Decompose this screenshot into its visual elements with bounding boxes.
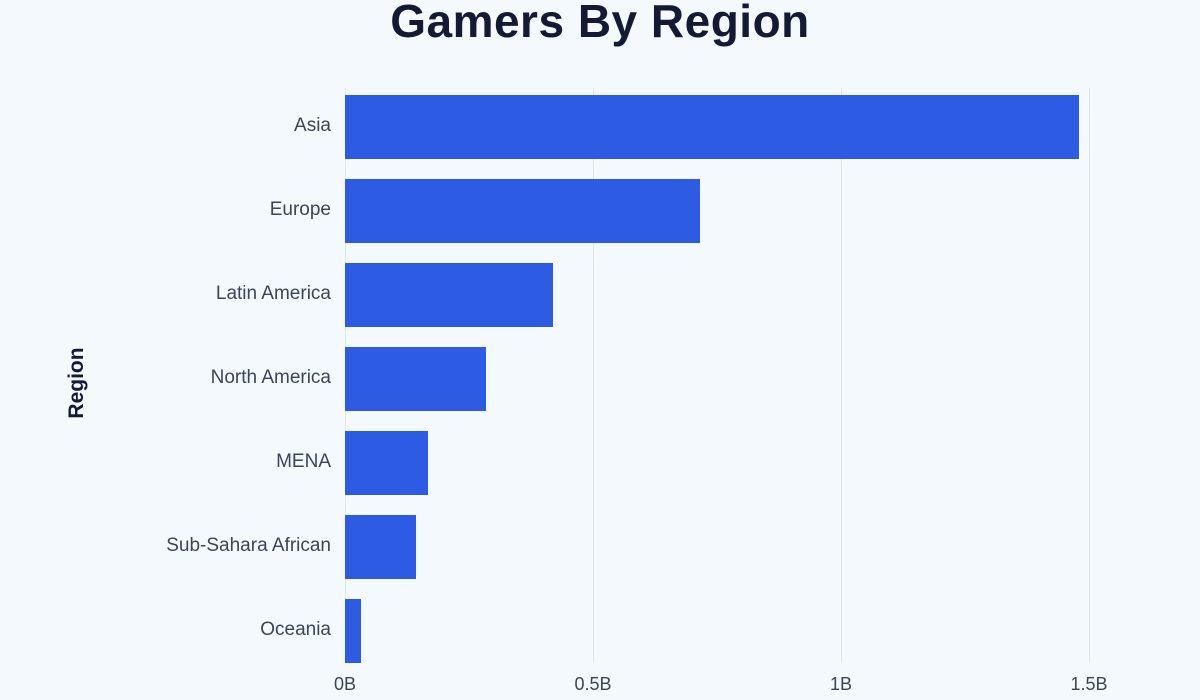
gridline-1.5 [1089, 88, 1090, 662]
bar [345, 263, 554, 327]
bar [345, 431, 428, 495]
category-label: Asia [294, 115, 331, 136]
x-tick-0.5: 0.5B [574, 674, 612, 694]
category-label: Sub-Sahara African [166, 535, 331, 556]
category-label: MENA [276, 451, 331, 472]
x-tick-1.5: 1.5B [1070, 674, 1108, 694]
category-label: Europe [269, 199, 331, 220]
gridline-0.5 [593, 88, 594, 662]
bar [345, 95, 1080, 159]
bar [345, 347, 486, 411]
bar [345, 599, 361, 663]
gridline-1 [841, 88, 842, 662]
plot-area [345, 88, 1090, 663]
category-label: North America [210, 367, 331, 388]
x-tick-1: 1B [829, 674, 853, 694]
x-tick-0: 0B [333, 674, 357, 694]
bar [345, 179, 701, 243]
category-label: Latin America [215, 283, 331, 304]
category-label: Oceania [260, 619, 331, 640]
chart-title: Gamers By Region [390, 0, 810, 47]
bar [345, 515, 416, 579]
